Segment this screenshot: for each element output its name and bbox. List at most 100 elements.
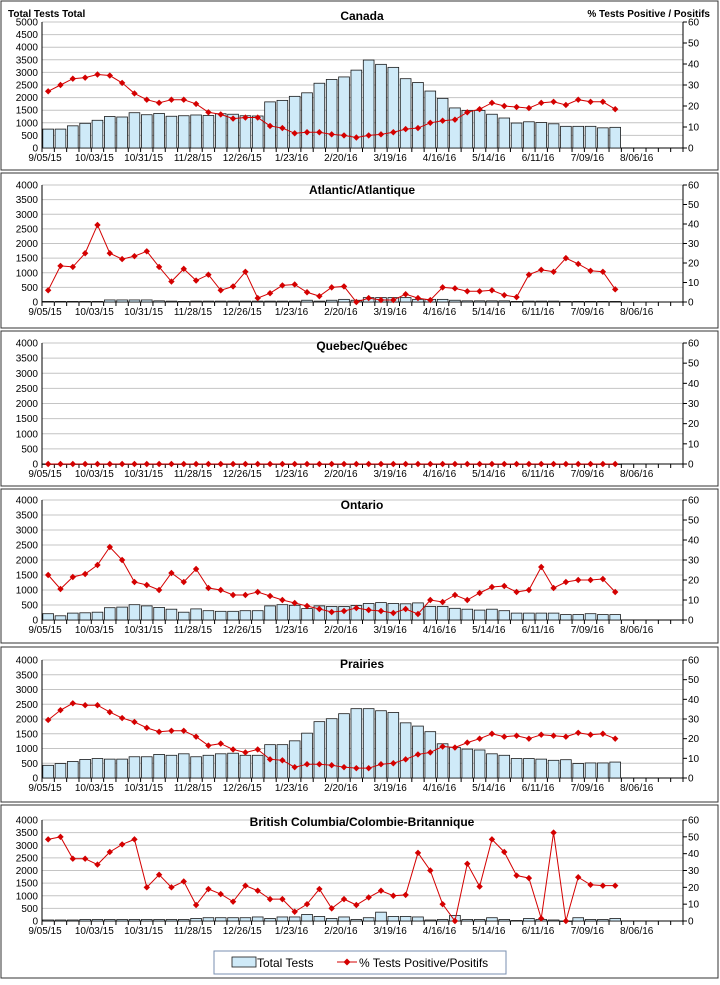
total-tests-bar bbox=[91, 301, 104, 303]
pct-positive-point bbox=[69, 573, 77, 581]
total-tests-bar bbox=[54, 128, 67, 149]
total-tests-bar bbox=[141, 756, 153, 779]
pct-positive-point bbox=[57, 460, 64, 468]
x-axis-tick-label: 10/31/15 bbox=[124, 469, 163, 480]
x-axis-tick-label: 4/16/16 bbox=[423, 926, 457, 937]
total-tests-bar bbox=[560, 759, 572, 779]
x-axis-tick-label: 12/26/15 bbox=[223, 625, 262, 636]
right-axis-tick-label: 40 bbox=[688, 220, 700, 231]
pct-positive-point bbox=[390, 609, 397, 617]
total-tests-bar bbox=[523, 300, 535, 303]
total-tests-bar bbox=[572, 125, 584, 149]
pct-positive-point bbox=[513, 588, 520, 596]
chart-panel-0: 0500100015002000250030003500400045005000… bbox=[0, 0, 719, 171]
total-tests-bar bbox=[609, 761, 621, 779]
pct-positive-point bbox=[316, 885, 323, 893]
total-tests-bar bbox=[510, 612, 523, 621]
right-axis-tick-label: 30 bbox=[688, 399, 700, 410]
total-tests-bar bbox=[473, 300, 486, 303]
pct-positive-point bbox=[414, 460, 422, 468]
pct-positive-point bbox=[316, 605, 323, 613]
pct-positive-point bbox=[538, 460, 545, 468]
pct-positive-point bbox=[303, 129, 311, 136]
x-axis-tick-label: 4/16/16 bbox=[423, 625, 457, 636]
x-axis-tick-label: 2/20/16 bbox=[324, 469, 358, 480]
total-tests-bar bbox=[535, 300, 548, 303]
total-tests-bar bbox=[239, 754, 252, 779]
total-tests-bar bbox=[486, 300, 498, 303]
total-tests-bar bbox=[325, 299, 338, 303]
pct-positive-point bbox=[550, 584, 557, 592]
total-tests-bar bbox=[486, 917, 498, 922]
x-axis-tick-label: 11/28/15 bbox=[174, 469, 213, 480]
x-axis-tick-label: 12/26/15 bbox=[223, 469, 262, 480]
pct-positive-point bbox=[612, 735, 619, 742]
left-axis-tick-label: 1500 bbox=[16, 106, 39, 117]
pct-positive-point bbox=[316, 761, 323, 768]
pct-positive-point bbox=[217, 287, 224, 294]
pct-positive-point bbox=[242, 114, 249, 121]
pct-positive-point bbox=[106, 543, 113, 551]
total-tests-bar bbox=[177, 115, 190, 149]
pct-positive-point bbox=[414, 124, 422, 132]
chart-panel-1: 0 500 1000 1500 2000 2500 3000 3500 4000 0 10 20 30 4… bbox=[0, 172, 719, 329]
pct-positive-point bbox=[168, 884, 175, 891]
pct-positive-point bbox=[488, 287, 496, 294]
pct-positive-point bbox=[476, 288, 483, 295]
x-axis-tick-label: 5/14/16 bbox=[472, 783, 506, 794]
total-tests-bar bbox=[535, 612, 548, 621]
pct-positive-point bbox=[476, 460, 483, 468]
total-tests-bar bbox=[165, 115, 178, 149]
x-axis-tick-label: 10/31/15 bbox=[124, 926, 163, 937]
pct-positive-point bbox=[390, 760, 397, 767]
total-tests-bar bbox=[91, 611, 104, 621]
x-axis-tick-label: 3/19/16 bbox=[373, 926, 407, 937]
pct-positive-point bbox=[217, 460, 224, 468]
pct-positive-point bbox=[192, 277, 200, 284]
left-axis-tick-label: 3000 bbox=[16, 68, 39, 79]
pct-positive-point bbox=[439, 284, 446, 291]
total-tests-bar bbox=[42, 613, 54, 621]
total-tests-bar bbox=[227, 300, 239, 303]
right-axis-tick-label: 20 bbox=[688, 102, 700, 113]
total-tests-bar bbox=[535, 758, 548, 779]
right-axis-tick-label: 40 bbox=[688, 849, 700, 860]
x-axis-tick-label: 10/03/15 bbox=[75, 469, 114, 480]
total-tests-bar bbox=[523, 612, 535, 621]
x-axis-tick-label: 10/31/15 bbox=[124, 783, 163, 794]
pct-positive-point bbox=[562, 254, 570, 262]
pct-positive-point bbox=[328, 284, 335, 291]
x-axis-tick-label: 9/05/15 bbox=[28, 926, 62, 937]
right-axis-tick-label: 30 bbox=[688, 239, 700, 250]
pct-positive-point bbox=[439, 743, 446, 750]
total-tests-bar bbox=[572, 301, 584, 303]
total-tests-bar bbox=[387, 66, 400, 149]
total-tests-bar bbox=[264, 300, 276, 303]
x-axis-tick-label: 1/23/16 bbox=[275, 926, 309, 937]
left-axis-tick-label: 4000 bbox=[16, 656, 39, 667]
pct-positive-point bbox=[229, 898, 237, 905]
pct-positive-point bbox=[587, 267, 594, 274]
pct-positive-point bbox=[291, 281, 298, 288]
pct-positive-point bbox=[612, 588, 619, 596]
total-tests-bar bbox=[177, 753, 190, 779]
total-tests-bar bbox=[214, 113, 227, 149]
x-axis-tick-label: 1/23/16 bbox=[275, 307, 309, 318]
pct-positive-point bbox=[427, 460, 434, 468]
total-tests-bar bbox=[79, 122, 91, 149]
x-axis-tick-label: 10/03/15 bbox=[75, 783, 114, 794]
pct-positive-point bbox=[464, 460, 471, 468]
pct-positive-point bbox=[94, 861, 101, 868]
pct-positive-point bbox=[229, 460, 237, 468]
pct-positive-point bbox=[291, 763, 298, 771]
pct-positive-point bbox=[575, 729, 582, 736]
left-axis-tick-label: 500 bbox=[21, 131, 38, 142]
pct-positive-point bbox=[69, 700, 77, 707]
pct-positive-point bbox=[451, 917, 459, 925]
left-axis-tick-label: 4000 bbox=[16, 816, 39, 827]
total-tests-bar bbox=[461, 919, 474, 922]
pct-positive-point bbox=[131, 460, 138, 468]
total-tests-bar bbox=[313, 82, 326, 149]
x-axis-tick-label: 2/20/16 bbox=[324, 783, 358, 794]
pct-positive-point bbox=[217, 890, 224, 898]
